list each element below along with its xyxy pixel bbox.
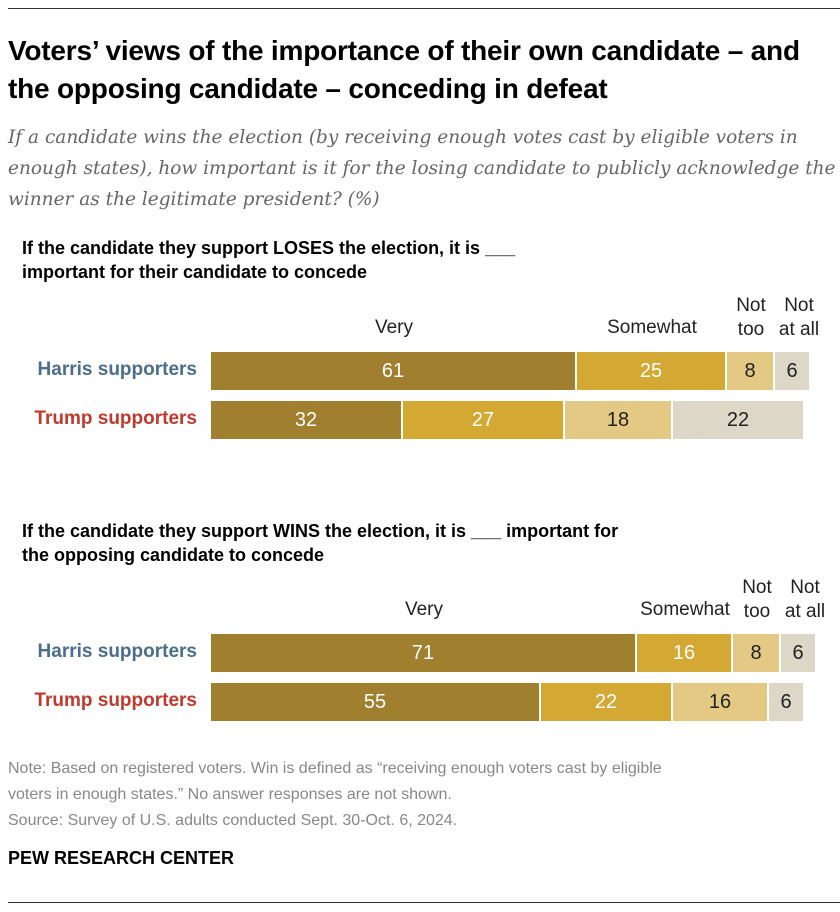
bar-segment-somewhat: 27 [403, 401, 565, 439]
source-line: Source: Survey of U.S. adults conducted … [8, 812, 458, 829]
bar-segment-very: 61 [211, 352, 577, 390]
row-label: Trump supporters [34, 408, 197, 429]
panel-1-chart: Very Somewhat Not too Not at all Harris suppor… [0, 290, 840, 440]
row-label: Harris supporters [37, 641, 197, 662]
category-label: Not too [736, 295, 766, 340]
notes: Note: Based on registered voters. Win is… [8, 756, 662, 834]
chart-title: Voters’ views of the importance of their… [8, 35, 800, 104]
category-label: Not too [742, 577, 772, 622]
category-label: Very [404, 599, 444, 620]
bar-segment-very: 55 [211, 683, 541, 721]
bar-segment-very: 71 [211, 634, 637, 672]
note-line: voters in enough states.” No answer resp… [8, 786, 452, 803]
category-label: Not at all [784, 577, 826, 622]
brand-logo-text: PEW RESEARCH CENTER [8, 848, 235, 868]
bar-segment-not-at-all: 22 [673, 401, 805, 439]
category-label: Very [374, 317, 414, 338]
bar-segment-somewhat: 16 [637, 634, 733, 672]
bar-segment-not-too: 16 [673, 683, 769, 721]
category-label: Not at all [778, 295, 820, 340]
bar-segment-somewhat: 22 [541, 683, 673, 721]
bar-segment-not-too: 18 [565, 401, 673, 439]
note-line: Note: Based on registered voters. Win is… [8, 760, 662, 777]
bottom-rule [8, 902, 840, 903]
bar-segment-not-at-all: 6 [775, 352, 811, 390]
panel-2-heading: If the candidate they support WINS the e… [22, 521, 619, 565]
bar-segment-not-at-all: 6 [769, 683, 805, 721]
panel-2-chart: Very Somewhat Not too Not at all Harris suppor… [0, 572, 840, 722]
category-label: Somewhat [607, 317, 697, 338]
row-label: Trump supporters [34, 690, 197, 711]
panel-1-heading: If the candidate they support LOSES the … [22, 238, 516, 282]
bar-segment-not-too: 8 [727, 352, 775, 390]
bar-segment-not-at-all: 6 [781, 634, 817, 672]
category-label: Somewhat [640, 599, 730, 620]
bar-segment-very: 32 [211, 401, 403, 439]
top-rule [8, 8, 840, 9]
chart-subtitle: If a candidate wins the election (by rec… [8, 127, 836, 210]
bar-segment-not-too: 8 [733, 634, 781, 672]
bar-segment-somewhat: 25 [577, 352, 727, 390]
row-label: Harris supporters [37, 359, 197, 380]
